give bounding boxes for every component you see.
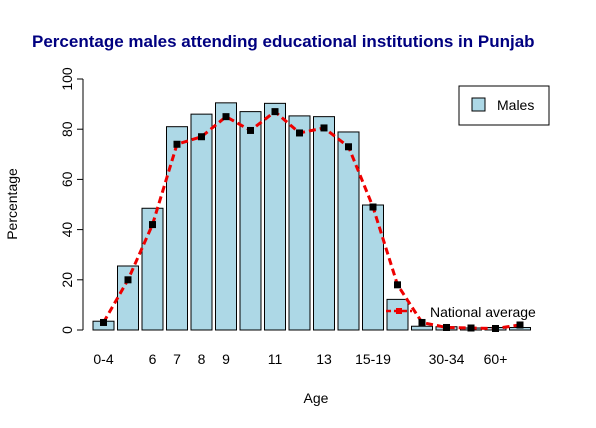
national-average-point-14 [345, 143, 352, 151]
bar-8 [190, 113, 213, 331]
legend-swatch-males [471, 97, 486, 112]
bar-7 [166, 126, 188, 331]
national-average-annotation: National average [386, 304, 536, 320]
national-average-point-10 [247, 126, 254, 134]
x-tick-label-6: 6 [149, 351, 157, 367]
x-tick-label-8: 8 [198, 351, 206, 367]
bar-15-19 [362, 204, 384, 331]
bar-14 [337, 131, 360, 331]
y-axis: 0 20 40 60 80 100 [59, 67, 84, 334]
national-average-point-0-4 [100, 318, 107, 326]
national-average-point-age-not-stated [516, 321, 524, 329]
national-average-point-5 [124, 276, 132, 284]
y-tick-label-60: 60 [59, 171, 75, 187]
bar-25-29 [411, 325, 433, 331]
bar-13 [313, 116, 335, 331]
national-average-line [102, 110, 521, 330]
bar-10 [239, 111, 262, 331]
national-average-point-12 [296, 129, 303, 137]
legend-label-males: Males [497, 97, 534, 113]
x-tick-label-15-19: 15-19 [355, 351, 391, 367]
bar-12 [288, 115, 311, 331]
bar-11 [264, 102, 286, 331]
national-average-point-11 [271, 108, 279, 116]
x-tick-label-13: 13 [316, 351, 332, 367]
x-tick-label-11: 11 [268, 351, 283, 367]
national-average-point-60- [492, 324, 499, 332]
legend: Males [458, 85, 550, 126]
national-average-point-6 [149, 221, 156, 229]
bar-20-24 [386, 298, 409, 331]
y-tick-label-80: 80 [59, 121, 75, 137]
national-average-label: National average [430, 304, 536, 320]
chart-title: Percentage males attending educational i… [32, 32, 535, 51]
bar-9 [215, 102, 237, 331]
bar-5 [117, 265, 139, 331]
national-average-point-25-29 [418, 318, 426, 326]
x-tick-label-0-4: 0-4 [93, 351, 113, 367]
x-tick-label-7: 7 [173, 351, 181, 367]
national-average-point-15-19 [369, 203, 377, 211]
national-average-point-7 [173, 140, 181, 148]
national-average-point-30-34 [443, 323, 450, 331]
x-axis: 0-4 6 7 8 9 11 13 15-19 30-34 60+ [93, 351, 507, 367]
national-average-point-35-59 [467, 324, 475, 332]
x-tick-label-60-: 60+ [484, 351, 508, 367]
national-average-point-9 [222, 113, 230, 121]
national-average-point-13 [320, 124, 328, 132]
national-average-point-20-24 [394, 281, 401, 289]
national-average-key-marker [396, 308, 402, 314]
y-tick-label-40: 40 [59, 222, 75, 238]
y-tick-label-0: 0 [59, 326, 75, 334]
y-tick-label-20: 20 [59, 272, 75, 288]
x-axis-label: Age [304, 390, 329, 406]
y-axis-label: Percentage [4, 168, 20, 240]
national-average-point-8 [198, 133, 205, 141]
plot-area [92, 102, 531, 332]
x-tick-label-30-34: 30-34 [429, 351, 465, 367]
y-tick-label-100: 100 [59, 67, 75, 91]
x-tick-label-9: 9 [222, 351, 230, 367]
